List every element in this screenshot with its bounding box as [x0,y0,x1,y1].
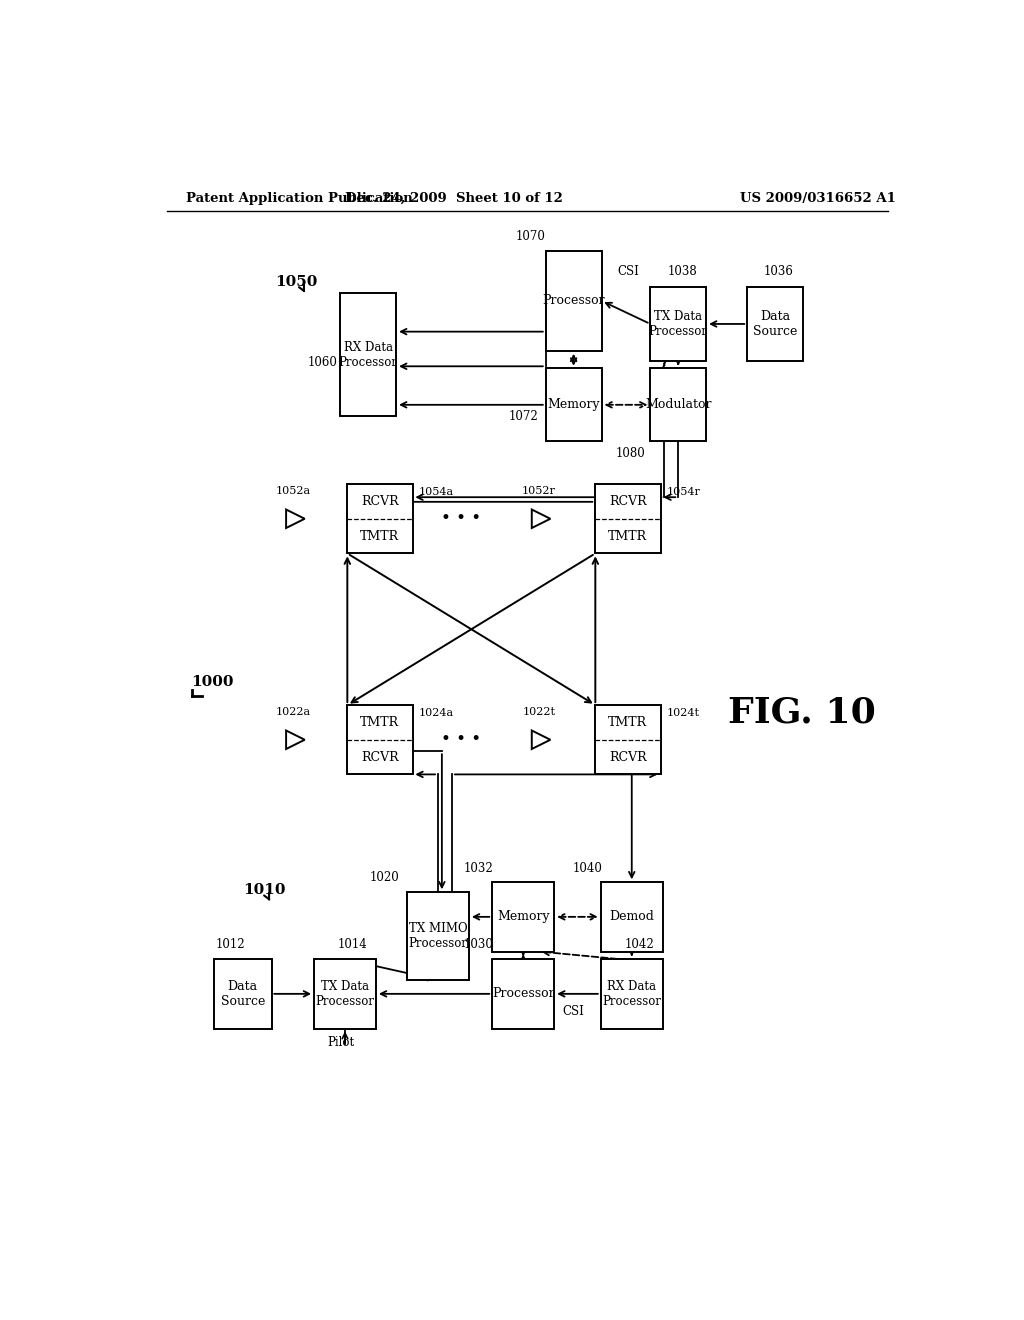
Text: • • •: • • • [441,731,481,748]
Text: 1010: 1010 [243,883,286,896]
Bar [650,288,707,360]
Text: RCVR: RCVR [609,751,647,763]
Text: TX Data
Processor: TX Data Processor [649,310,708,338]
Bar [595,705,660,775]
Text: 1052a: 1052a [275,486,310,496]
Text: Pilot: Pilot [328,1036,354,1049]
Text: Modulator: Modulator [645,399,712,412]
Text: 1054a: 1054a [419,487,454,496]
Text: CSI: CSI [616,265,639,277]
Text: TMTR: TMTR [608,529,647,543]
Bar [340,293,396,416]
Text: 1020: 1020 [370,871,399,884]
Text: Memory: Memory [547,399,600,412]
Text: 1014: 1014 [338,939,368,952]
Text: RX Data
Processor: RX Data Processor [339,341,397,368]
Text: 1030: 1030 [464,939,494,952]
Text: 1060: 1060 [307,356,337,370]
Bar [595,484,660,553]
Text: TX MIMO
Processor: TX MIMO Processor [409,923,468,950]
Text: Demod: Demod [609,911,654,924]
Text: 1032: 1032 [464,862,494,874]
Text: Dec. 24, 2009  Sheet 10 of 12: Dec. 24, 2009 Sheet 10 of 12 [344,191,562,205]
Text: Data
Source: Data Source [220,979,265,1008]
Bar [546,368,601,441]
Bar [601,882,663,952]
Text: RX Data
Processor: RX Data Processor [602,979,662,1008]
Text: 1050: 1050 [275,275,317,289]
Text: Patent Application Publication: Patent Application Publication [186,191,413,205]
Text: 1070: 1070 [516,230,546,243]
Text: Processor: Processor [492,987,555,1001]
Text: 1012: 1012 [216,939,245,952]
Text: 1036: 1036 [764,265,794,277]
Bar [347,705,413,775]
Text: TMTR: TMTR [608,715,647,729]
Text: • • •: • • • [441,511,481,527]
Text: 1022a: 1022a [275,706,310,717]
Text: 1072: 1072 [509,409,539,422]
Text: 1024a: 1024a [419,708,454,718]
Text: 1000: 1000 [191,675,234,689]
Text: Memory: Memory [497,911,550,924]
Text: RCVR: RCVR [361,751,398,763]
Bar [546,251,601,351]
Text: 1054r: 1054r [667,487,700,496]
Bar [601,960,663,1028]
Text: Data
Source: Data Source [753,310,798,338]
Bar [493,882,554,952]
Text: 1042: 1042 [625,939,654,952]
Text: 1040: 1040 [572,862,602,874]
Text: TX Data
Processor: TX Data Processor [315,979,375,1008]
Text: 1052r: 1052r [522,486,556,496]
Text: 1024t: 1024t [667,708,699,718]
Text: RCVR: RCVR [361,495,398,508]
Text: 1022t: 1022t [522,706,555,717]
Bar [407,892,469,981]
Bar [347,484,413,553]
Text: US 2009/0316652 A1: US 2009/0316652 A1 [740,191,896,205]
Text: 1080: 1080 [616,447,646,461]
Text: 1038: 1038 [668,265,697,277]
Text: RCVR: RCVR [609,495,647,508]
Bar [748,288,803,360]
Text: Processor: Processor [543,294,605,308]
Bar [314,960,376,1028]
Text: TMTR: TMTR [360,715,399,729]
Bar [650,368,707,441]
Text: FIG. 10: FIG. 10 [728,696,877,730]
Bar [214,960,271,1028]
Text: CSI: CSI [562,1006,585,1019]
Bar [493,960,554,1028]
Text: TMTR: TMTR [360,529,399,543]
